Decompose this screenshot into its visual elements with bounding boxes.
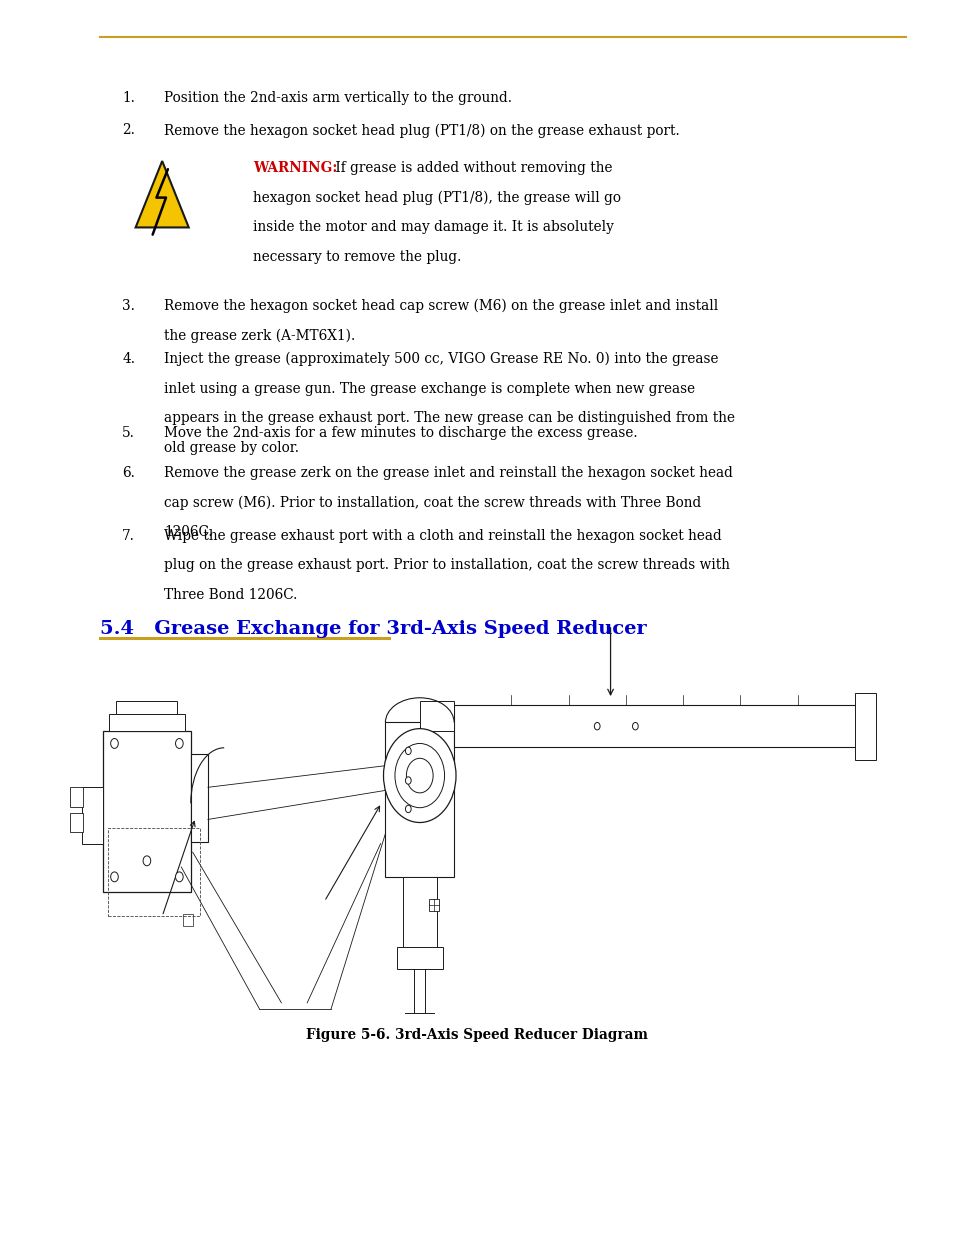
- Text: Figure 5-6. 3rd-Axis Speed Reducer Diagram: Figure 5-6. 3rd-Axis Speed Reducer Diagr…: [306, 1028, 647, 1041]
- Text: cap screw (M6). Prior to installation, coat the screw threads with Three Bond: cap screw (M6). Prior to installation, c…: [164, 495, 700, 510]
- Circle shape: [405, 777, 411, 784]
- Circle shape: [175, 739, 183, 748]
- Bar: [109, 714, 185, 731]
- Bar: [103, 731, 191, 892]
- Text: Position the 2nd-axis arm vertically to the ground.: Position the 2nd-axis arm vertically to …: [164, 91, 512, 105]
- Circle shape: [111, 872, 118, 882]
- Bar: [82, 788, 103, 844]
- Bar: [183, 914, 193, 926]
- Text: inside the motor and may damage it. It is absolutely: inside the motor and may damage it. It i…: [253, 220, 613, 233]
- Circle shape: [111, 739, 118, 748]
- Text: If grease is added without removing the: If grease is added without removing the: [331, 161, 612, 174]
- Text: hexagon socket head plug (PT1/8), the grease will go: hexagon socket head plug (PT1/8), the gr…: [253, 190, 620, 205]
- Text: Remove the hexagon socket head plug (PT1/8) on the grease exhaust port.: Remove the hexagon socket head plug (PT1…: [164, 124, 679, 138]
- Circle shape: [405, 805, 411, 813]
- Bar: [429, 899, 438, 911]
- Text: 6.: 6.: [122, 466, 134, 479]
- Text: 1.: 1.: [122, 91, 134, 105]
- Text: 5.: 5.: [122, 426, 134, 440]
- Bar: [402, 877, 436, 951]
- Bar: [108, 827, 200, 916]
- Bar: [419, 701, 454, 731]
- Polygon shape: [135, 161, 189, 227]
- Circle shape: [594, 722, 599, 730]
- Bar: [70, 787, 83, 806]
- Text: Wipe the grease exhaust port with a cloth and reinstall the hexagon socket head: Wipe the grease exhaust port with a clot…: [164, 529, 721, 542]
- Circle shape: [143, 856, 151, 866]
- Text: Remove the grease zerk on the grease inlet and reinstall the hexagon socket head: Remove the grease zerk on the grease inl…: [164, 466, 732, 479]
- Circle shape: [632, 722, 638, 730]
- Text: the grease zerk (A-MT6X1).: the grease zerk (A-MT6X1).: [164, 329, 355, 343]
- Circle shape: [383, 729, 456, 823]
- Text: inlet using a grease gun. The grease exchange is complete when new grease: inlet using a grease gun. The grease exc…: [164, 382, 695, 395]
- Text: Move the 2nd-axis for a few minutes to discharge the excess grease.: Move the 2nd-axis for a few minutes to d…: [164, 426, 637, 440]
- Bar: [454, 705, 863, 747]
- Text: plug on the grease exhaust port. Prior to installation, coat the screw threads w: plug on the grease exhaust port. Prior t…: [164, 558, 729, 572]
- Text: Remove the hexagon socket head cap screw (M6) on the grease inlet and install: Remove the hexagon socket head cap screw…: [164, 299, 718, 314]
- Text: 3.: 3.: [122, 299, 134, 312]
- Bar: [396, 947, 442, 969]
- Bar: [854, 693, 875, 760]
- Bar: [191, 753, 208, 842]
- Bar: [116, 701, 177, 714]
- Bar: [70, 813, 83, 832]
- Text: 4.: 4.: [122, 352, 135, 366]
- Text: 2.: 2.: [122, 124, 134, 137]
- Text: Three Bond 1206C.: Three Bond 1206C.: [164, 588, 297, 601]
- Text: Inject the grease (approximately 500 cc, VIGO Grease RE No. 0) into the grease: Inject the grease (approximately 500 cc,…: [164, 352, 718, 367]
- Circle shape: [175, 872, 183, 882]
- Text: WARNING:: WARNING:: [253, 161, 336, 174]
- Text: 1206C.: 1206C.: [164, 525, 213, 538]
- Text: old grease by color.: old grease by color.: [164, 441, 299, 454]
- Circle shape: [405, 747, 411, 755]
- Text: 7.: 7.: [122, 529, 134, 542]
- Bar: [385, 722, 454, 877]
- Text: 5.4   Grease Exchange for 3rd-Axis Speed Reducer: 5.4 Grease Exchange for 3rd-Axis Speed R…: [100, 620, 646, 638]
- Text: necessary to remove the plug.: necessary to remove the plug.: [253, 249, 460, 263]
- Text: appears in the grease exhaust port. The new grease can be distinguished from the: appears in the grease exhaust port. The …: [164, 411, 735, 425]
